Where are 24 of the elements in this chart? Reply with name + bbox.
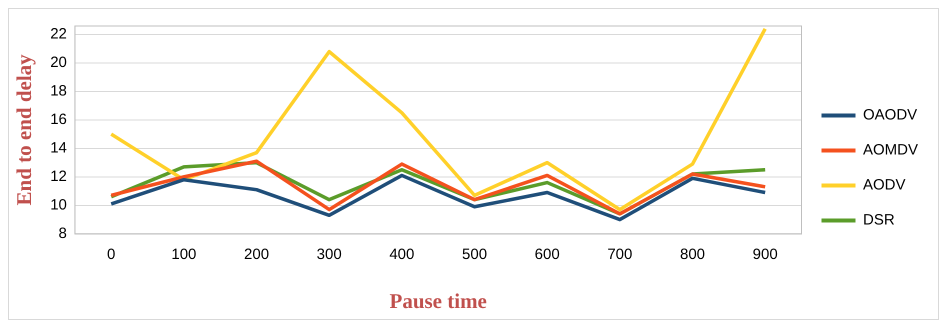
y-tick-label: 18 — [50, 82, 67, 100]
y-tick-label: 16 — [50, 111, 67, 128]
x-tick-label: 500 — [462, 246, 488, 263]
y-tick-label: 12 — [50, 168, 67, 186]
x-tick-label: 800 — [680, 246, 706, 263]
y-axis-title: End to end delay — [12, 54, 36, 206]
x-tick-label: 0 — [107, 246, 116, 263]
x-tick-label: 700 — [607, 246, 632, 263]
y-tick-label: 8 — [58, 224, 67, 242]
x-tick-label: 400 — [389, 246, 414, 263]
legend-label: AODV — [862, 176, 906, 194]
y-tick-label: 20 — [50, 54, 67, 72]
y-tick-label: 22 — [50, 26, 67, 43]
x-tick-label: 200 — [244, 246, 270, 263]
y-tick-label: 10 — [50, 196, 67, 214]
legend-label: AOMDV — [862, 142, 918, 159]
x-tick-label: 600 — [534, 246, 560, 263]
x-tick-label: 900 — [752, 246, 778, 263]
y-tick-label: 14 — [50, 140, 67, 157]
legend-label: OAODV — [862, 106, 918, 124]
x-tick-label: 100 — [171, 246, 196, 263]
x-tick-label: 300 — [316, 246, 342, 263]
x-axis-title: Pause time — [389, 288, 487, 313]
legend-label: DSR — [862, 212, 895, 229]
